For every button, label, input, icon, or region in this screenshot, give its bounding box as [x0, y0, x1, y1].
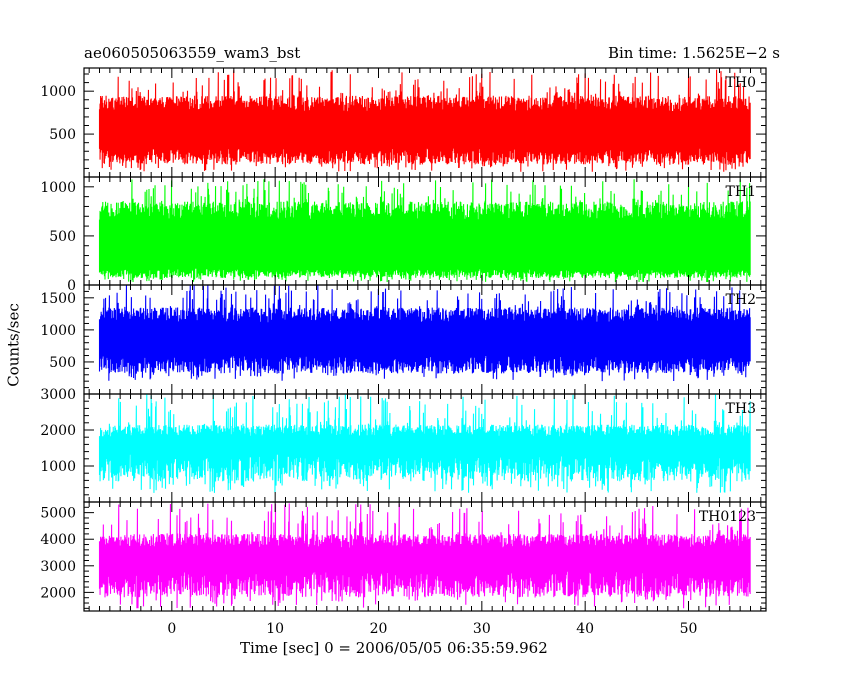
series-label-th2: TH2	[726, 292, 756, 308]
y-tick-label: 3000	[40, 387, 76, 403]
x-tick-label: 20	[370, 621, 388, 637]
y-tick-label: 1000	[40, 459, 76, 475]
y-tick-label: 0	[67, 278, 76, 294]
panel-th2: 500 1000 1500 TH2	[40, 284, 767, 395]
y-tick-label: 500	[49, 229, 76, 245]
y-tick-label: 500	[49, 355, 76, 371]
y-tick-label: 1000	[40, 323, 76, 339]
panel-th1: 0 500 1000 TH1	[40, 176, 767, 294]
y-tick-label: 2000	[40, 585, 76, 601]
series-label-th0123: TH0123	[699, 509, 756, 525]
y-tick-label: 4000	[40, 532, 76, 548]
y-tick-label: 1500	[40, 291, 76, 307]
series-label-th1: TH1	[726, 184, 756, 200]
series-th0123	[98, 503, 751, 609]
panel-th0: 500 1000 TH0	[40, 67, 767, 178]
x-tick-label: 0	[167, 621, 176, 637]
x-tick-label: 40	[576, 621, 594, 637]
y-axis-label: Counts/sec	[4, 303, 23, 387]
plot-title: ae060505063559_wam3_bst	[84, 44, 301, 62]
series-th0	[98, 69, 751, 172]
y-tick-label: 1000	[40, 180, 76, 196]
panel-th3: 1000 2000 3000 TH3	[40, 387, 767, 503]
y-tick-label: 1000	[40, 84, 76, 100]
panel-th0123: 2000 3000 4000 5000 0 10 20 30 40 50 TH0123	[40, 501, 767, 637]
series-label-th0: TH0	[726, 75, 756, 91]
y-tick-label: 500	[49, 127, 76, 143]
x-tick-label: 10	[266, 621, 284, 637]
panel-frame	[83, 501, 767, 612]
x-tick-label: 30	[473, 621, 491, 637]
series-label-th3: TH3	[726, 401, 756, 417]
x-axis-label: Time [sec] 0 = 2006/05/05 06:35:59.962	[240, 639, 548, 657]
y-tick-label: 2000	[40, 423, 76, 439]
bin-time-label: Bin time: 1.5625E−2 s	[607, 44, 780, 62]
x-tick-label: 50	[680, 621, 698, 637]
series-th1	[98, 179, 751, 283]
series-th2	[98, 285, 751, 382]
y-tick-label: 3000	[40, 559, 76, 575]
series-th3	[98, 394, 751, 493]
y-tick-label: 5000	[40, 506, 76, 522]
